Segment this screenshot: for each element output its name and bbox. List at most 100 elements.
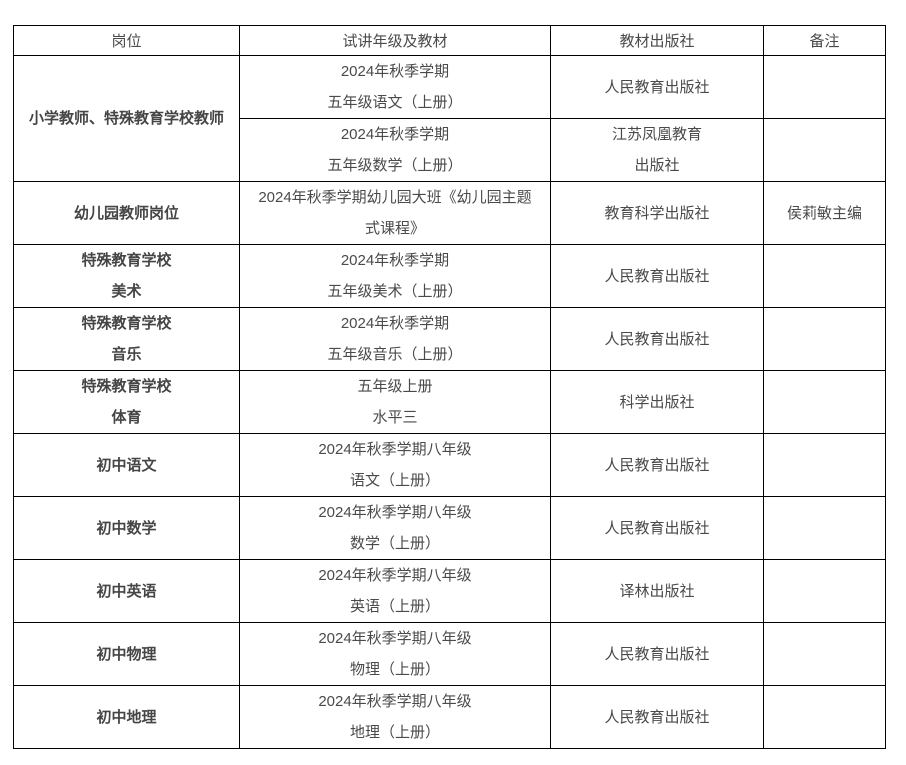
publisher-cell: 科学出版社: [550, 370, 764, 434]
remark-cell: [763, 559, 886, 623]
cell-line: 体育: [111, 409, 142, 426]
cell-line: 地理（上册）: [349, 724, 440, 741]
table-row: 初中英语 2024年秋季学期八年级 英语（上册） 译林出版社: [13, 559, 886, 623]
remark-cell: [763, 307, 886, 371]
table-row: 初中数学 2024年秋季学期八年级 数学（上册） 人民教育出版社: [13, 496, 886, 560]
cell-line: 2024年秋季学期: [340, 315, 450, 332]
publisher-cell: 人民教育出版社: [550, 433, 764, 497]
cell-line: 侯莉敏主编: [786, 204, 862, 222]
cell-line: 五年级数学（上册）: [327, 157, 463, 174]
cell-line: 物理（上册）: [349, 661, 440, 678]
cell-line: 特殊教育学校: [81, 378, 172, 395]
publisher-cell: 人民教育出版社: [550, 496, 764, 560]
table-row: 特殊教育学校 体育 五年级上册 水平三 科学出版社: [13, 370, 886, 434]
recruitment-table-wrapper: 岗位 试讲年级及教材 教材出版社 备注 小学教师、特殊教育学校教师 2024年秋季…: [13, 25, 886, 749]
position-cell: 初中地理: [13, 685, 240, 749]
cell-line: 初中地理: [96, 708, 157, 726]
table-row: 初中物理 2024年秋季学期八年级 物理（上册） 人民教育出版社: [13, 622, 886, 686]
material-cell: 2024年秋季学期 五年级音乐（上册）: [239, 307, 551, 371]
material-cell: 2024年秋季学期八年级 语文（上册）: [239, 433, 551, 497]
cell-line: 式课程》: [364, 220, 425, 237]
material-cell: 2024年秋季学期 五年级美术（上册）: [239, 244, 551, 308]
remark-cell: [763, 622, 886, 686]
cell-line: 2024年秋季学期: [340, 126, 450, 143]
table-body: 小学教师、特殊教育学校教师 2024年秋季学期 五年级语文（上册） 人民教育出版社 20…: [13, 55, 886, 749]
publisher-cell: 译林出版社: [550, 559, 764, 623]
cell-line: 美术: [111, 283, 142, 300]
publisher-cell: 人民教育出版社: [550, 244, 764, 308]
cell-line: 2024年秋季学期: [340, 252, 450, 269]
cell-line: 五年级美术（上册）: [327, 283, 463, 300]
cell-line: 江苏凤凰教育: [611, 126, 702, 143]
cell-line: 数学（上册）: [349, 535, 440, 552]
cell-line: 人民教育出版社: [604, 78, 710, 96]
material-cell: 2024年秋季学期幼儿园大班《幼儿园主题 式课程》: [239, 181, 551, 245]
cell-line: 科学出版社: [619, 393, 695, 411]
position-cell: 小学教师、特殊教育学校教师: [13, 55, 240, 182]
table-row: 特殊教育学校 音乐 2024年秋季学期 五年级音乐（上册） 人民教育出版社: [13, 307, 886, 371]
material-cell: 五年级上册 水平三: [239, 370, 551, 434]
table-row: 小学教师、特殊教育学校教师 2024年秋季学期 五年级语文（上册） 人民教育出版社: [13, 55, 886, 182]
remark-cell: 侯莉敏主编: [763, 181, 886, 245]
material-cell: 2024年秋季学期八年级 物理（上册）: [239, 622, 551, 686]
cell-line: 特殊教育学校: [81, 252, 172, 269]
position-cell: 初中英语: [13, 559, 240, 623]
cell-line: 五年级语文（上册）: [327, 94, 463, 111]
recruitment-table: 岗位 试讲年级及教材 教材出版社 备注 小学教师、特殊教育学校教师 2024年秋季…: [13, 25, 886, 749]
position-cell: 幼儿园教师岗位: [13, 181, 240, 245]
cell-line: 幼儿园教师岗位: [73, 204, 179, 222]
remark-cell: [763, 118, 886, 182]
cell-line: 初中语文: [96, 456, 157, 474]
position-cell: 特殊教育学校 美术: [13, 244, 240, 308]
material-cell: 2024年秋季学期八年级 英语（上册）: [239, 559, 551, 623]
table-row: 初中地理 2024年秋季学期八年级 地理（上册） 人民教育出版社: [13, 685, 886, 749]
publisher-cell: 人民教育出版社: [550, 307, 764, 371]
column-header-publisher: 教材出版社: [550, 25, 764, 56]
remark-cell: [763, 55, 886, 119]
cell-line: 出版社: [634, 157, 680, 174]
publisher-cell: 江苏凤凰教育 出版社: [550, 118, 764, 182]
remark-cell: [763, 244, 886, 308]
position-cell: 特殊教育学校 音乐: [13, 307, 240, 371]
cell-line: 2024年秋季学期八年级: [318, 630, 472, 647]
column-header-material: 试讲年级及教材: [239, 25, 551, 56]
cell-line: 初中物理: [96, 645, 157, 663]
cell-line: 2024年秋季学期幼儿园大班《幼儿园主题: [258, 189, 532, 206]
cell-line: 教育科学出版社: [604, 204, 710, 222]
cell-line: 小学教师、特殊教育学校教师: [28, 110, 224, 127]
publisher-cell: 人民教育出版社: [550, 685, 764, 749]
cell-line: 译林出版社: [619, 582, 695, 600]
cell-line: 人民教育出版社: [604, 645, 710, 663]
table-row: 2024年秋季学期 五年级数学（上册） 江苏凤凰教育 出版社: [14, 118, 886, 182]
material-cell: 2024年秋季学期 五年级语文（上册）: [239, 55, 551, 119]
publisher-cell: 人民教育出版社: [550, 55, 764, 119]
position-cell: 初中物理: [13, 622, 240, 686]
material-cell: 2024年秋季学期八年级 地理（上册）: [239, 685, 551, 749]
cell-line: 2024年秋季学期: [340, 63, 450, 80]
material-cell: 2024年秋季学期八年级 数学（上册）: [239, 496, 551, 560]
table-row: 特殊教育学校 美术 2024年秋季学期 五年级美术（上册） 人民教育出版社: [13, 244, 886, 308]
column-header-position: 岗位: [13, 25, 240, 56]
cell-line: 人民教育出版社: [604, 330, 710, 348]
table-row: 幼儿园教师岗位 2024年秋季学期幼儿园大班《幼儿园主题 式课程》 教育科学出版社 侯莉…: [13, 181, 886, 245]
cell-line: 2024年秋季学期八年级: [318, 567, 472, 584]
table-row: 初中语文 2024年秋季学期八年级 语文（上册） 人民教育出版社: [13, 433, 886, 497]
cell-line: 英语（上册）: [349, 598, 440, 615]
remark-cell: [763, 433, 886, 497]
cell-line: 初中数学: [96, 519, 157, 537]
cell-line: 人民教育出版社: [604, 456, 710, 474]
cell-line: 2024年秋季学期八年级: [318, 441, 472, 458]
publisher-cell: 人民教育出版社: [550, 622, 764, 686]
material-cell: 2024年秋季学期 五年级数学（上册）: [239, 118, 551, 182]
position-cell: 初中数学: [13, 496, 240, 560]
column-header-remark: 备注: [763, 25, 886, 56]
cell-line: 五年级音乐（上册）: [327, 346, 463, 363]
remark-cell: [763, 370, 886, 434]
remark-cell: [763, 496, 886, 560]
cell-line: 人民教育出版社: [604, 267, 710, 285]
cell-line: 人民教育出版社: [604, 519, 710, 537]
cell-line: 音乐: [111, 346, 142, 363]
cell-line: 2024年秋季学期八年级: [318, 504, 472, 521]
cell-line: 初中英语: [96, 582, 157, 600]
